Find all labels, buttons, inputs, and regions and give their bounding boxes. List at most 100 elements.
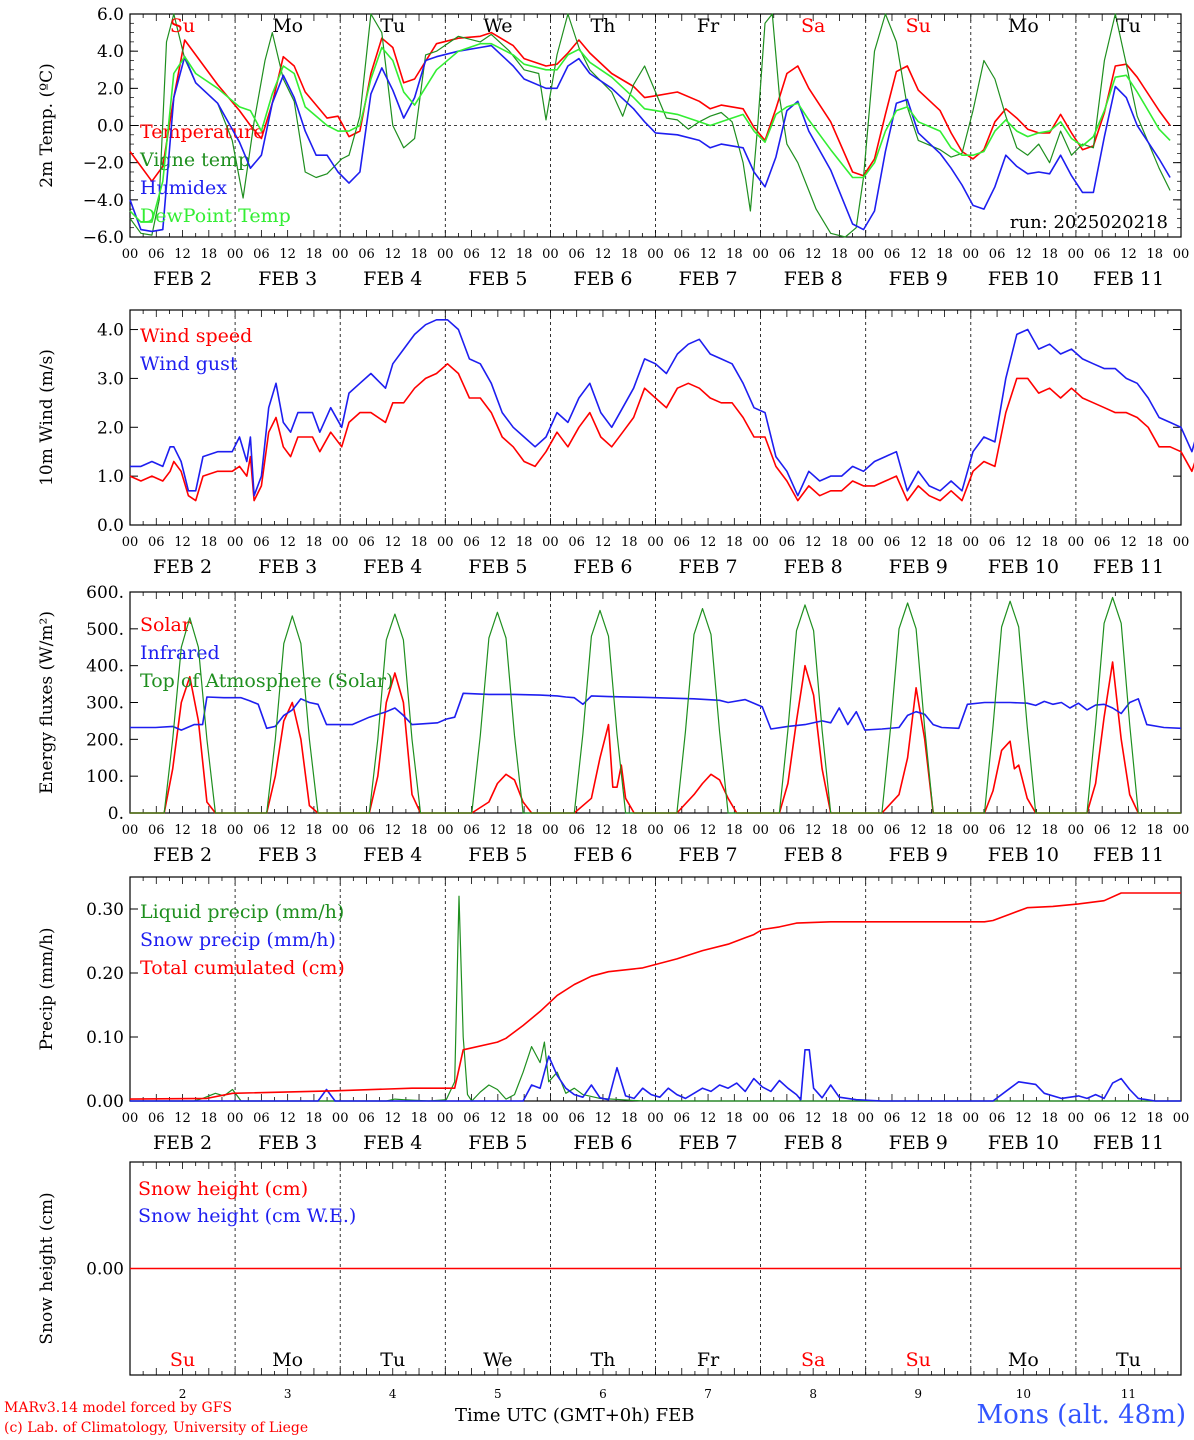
- hour-label: 00: [857, 1111, 874, 1126]
- legend-entry: Humidex: [140, 177, 227, 199]
- hour-label: 18: [411, 247, 428, 262]
- weekday-label-bottom: Fr: [697, 1349, 720, 1371]
- y-tick-label: 2.0: [97, 418, 124, 438]
- series-line-liquid-precip-mm-h-: [130, 895, 1181, 1102]
- date-label: FEB 10: [988, 268, 1059, 290]
- hour-label: 06: [568, 823, 585, 838]
- panel-2: 0.0 1.0 2.0 3.0 4.0 10m Wind (m/s) Wind speed W…: [37, 309, 1194, 578]
- y-axis-label: Snow height (cm): [37, 1192, 57, 1344]
- hour-label: 18: [1146, 535, 1163, 550]
- hour-label: 06: [779, 1111, 796, 1126]
- hour-label: 00: [437, 535, 454, 550]
- date-label: FEB 4: [363, 268, 422, 290]
- y-tick-label: 6.0: [97, 5, 124, 25]
- run-annotation: run: 2025020218: [1010, 212, 1168, 233]
- hour-label: 00: [122, 247, 139, 262]
- hour-label: 00: [857, 535, 874, 550]
- weekday-label-top: Su: [170, 15, 195, 37]
- hour-label: 18: [831, 823, 848, 838]
- hour-label: 12: [910, 535, 927, 550]
- hour-label: 06: [674, 535, 691, 550]
- y-axis-label: 10m Wind (m/s): [37, 349, 57, 486]
- hour-label: 18: [1041, 535, 1058, 550]
- y-tick-label: −4.0: [83, 191, 124, 211]
- date-label: FEB 9: [889, 556, 948, 578]
- series-line-snow-precip-mm-h-: [130, 1049, 1181, 1102]
- y-tick-label: 500.: [86, 620, 124, 640]
- hour-label: 00: [332, 535, 349, 550]
- legend-entry: Top of Atmosphere (Solar): [140, 670, 393, 692]
- hour-label: 12: [279, 823, 296, 838]
- y-tick-label: 0.0: [97, 117, 124, 137]
- hour-label: 18: [1041, 247, 1058, 262]
- hour-label: 06: [884, 247, 901, 262]
- hour-label: 12: [910, 1111, 927, 1126]
- series-line-temperature: [129, 31, 1171, 183]
- y-tick-label: −6.0: [83, 228, 124, 248]
- weekday-label-top: Su: [906, 15, 931, 37]
- legend-entry: Wind speed: [140, 325, 252, 347]
- hour-label: 18: [831, 1111, 848, 1126]
- hour-label: 18: [621, 247, 638, 262]
- hour-label: 12: [805, 535, 822, 550]
- legend-entry: Temperature: [140, 121, 264, 143]
- hour-label: 06: [674, 1111, 691, 1126]
- hour-label: 00: [437, 247, 454, 262]
- hour-label: 00: [227, 535, 244, 550]
- weekday-label-top: Tu: [380, 15, 405, 37]
- hour-label: 00: [857, 823, 874, 838]
- hour-label: 18: [726, 535, 743, 550]
- y-tick-label: 200.: [86, 730, 124, 750]
- hour-label: 12: [174, 247, 191, 262]
- hour-label: 00: [1068, 247, 1085, 262]
- hour-label: 12: [1120, 823, 1137, 838]
- hour-label: 06: [884, 535, 901, 550]
- panel-1: 6.0 4.0 2.0 0.0 −2.0 −4.0 −6.0 2m Temp. (ºC) Tem…: [37, 5, 1189, 290]
- hour-label: 12: [1120, 247, 1137, 262]
- date-label: FEB 11: [1093, 844, 1164, 866]
- weekday-label-bottom: Su: [906, 1349, 931, 1371]
- date-label: FEB 8: [784, 844, 843, 866]
- hour-label: 12: [700, 247, 717, 262]
- hour-label: 00: [1173, 535, 1190, 550]
- hour-label: 12: [1120, 535, 1137, 550]
- hour-label: 00: [857, 247, 874, 262]
- hour-label: 06: [568, 535, 585, 550]
- legend-entry: Solar: [140, 614, 192, 636]
- date-label: FEB 5: [468, 268, 527, 290]
- hour-label: 00: [752, 823, 769, 838]
- hour-label: 12: [279, 247, 296, 262]
- date-label: FEB 5: [468, 844, 527, 866]
- hour-label: 00: [963, 535, 980, 550]
- weekday-label-bottom: Sa: [801, 1349, 825, 1371]
- y-tick-label: 3.0: [97, 369, 124, 389]
- series-line-humidex: [129, 44, 1171, 233]
- hour-label: 12: [595, 535, 612, 550]
- date-label: FEB 6: [573, 556, 632, 578]
- day-number: 11: [1121, 1387, 1136, 1401]
- hour-label: 18: [516, 535, 533, 550]
- day-number: 6: [599, 1387, 607, 1401]
- hour-label: 18: [516, 823, 533, 838]
- date-label: FEB 5: [468, 556, 527, 578]
- hour-label: 00: [752, 1111, 769, 1126]
- weekday-label-bottom: Th: [590, 1349, 615, 1371]
- y-tick-label: 0.00: [86, 1260, 124, 1280]
- date-label: FEB 2: [153, 844, 212, 866]
- hour-label: 00: [752, 535, 769, 550]
- hour-label: 06: [148, 247, 165, 262]
- date-label: FEB 11: [1093, 556, 1164, 578]
- hour-label: 06: [358, 823, 375, 838]
- panel-5: 0.00 Snow height (cm) Snow height (cm) Snow…: [37, 1161, 1182, 1376]
- hour-label: 18: [726, 823, 743, 838]
- hour-label: 00: [1068, 1111, 1085, 1126]
- hour-label: 12: [174, 535, 191, 550]
- hour-label: 18: [1041, 823, 1058, 838]
- hour-label: 18: [621, 535, 638, 550]
- hour-label: 12: [700, 1111, 717, 1126]
- hour-label: 06: [463, 535, 480, 550]
- day-number: 8: [809, 1387, 817, 1401]
- day-number: 4: [389, 1387, 397, 1401]
- y-axis-label: Precip (mm/h): [37, 927, 57, 1050]
